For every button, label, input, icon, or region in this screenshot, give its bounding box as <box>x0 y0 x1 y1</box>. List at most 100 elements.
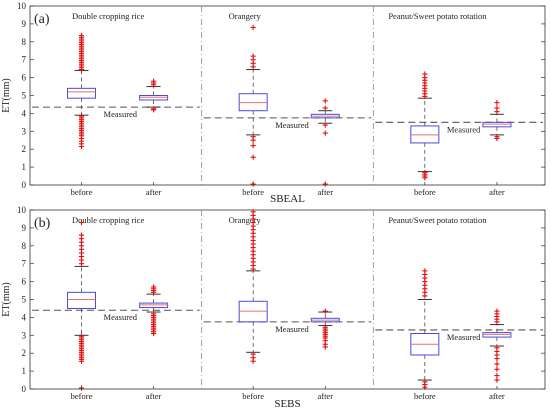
box-after <box>482 100 512 142</box>
plot-frame <box>29 209 546 390</box>
outlier-point <box>494 366 500 372</box>
y-tick-label: 7 <box>22 259 27 269</box>
y-axis-label: ET(mm) <box>1 78 12 112</box>
y-tick-label: 8 <box>22 37 27 47</box>
outlier-point <box>494 377 500 383</box>
outlier-point <box>78 219 85 226</box>
box-before <box>410 71 440 181</box>
box-after <box>310 98 340 187</box>
box-after <box>139 284 169 337</box>
box-after <box>482 308 512 383</box>
y-tick-label: 6 <box>22 73 27 83</box>
measured-label: Measured <box>104 109 138 119</box>
group-title: Peanut/Sweet potato rotation <box>388 215 487 225</box>
box-iqr <box>67 291 96 309</box>
y-tick-label: 4 <box>22 108 27 118</box>
box-before <box>238 209 268 364</box>
measured-label: Measured <box>447 332 481 342</box>
outlier-point <box>151 330 157 337</box>
measured-label: Measured <box>104 312 138 322</box>
outlier-point <box>78 143 85 150</box>
panel-label: (b) <box>34 216 51 231</box>
x-tick-label: before <box>414 187 436 197</box>
x-tick-label: before <box>414 391 436 401</box>
x-axis-label: SBEAL <box>270 193 305 205</box>
box-before <box>238 24 268 187</box>
outlier-point <box>151 107 157 113</box>
y-tick-label: 6 <box>22 277 27 287</box>
outlier-point <box>250 143 256 149</box>
outlier-point <box>494 308 500 314</box>
y-tick-label: 9 <box>22 223 27 233</box>
panel-label: (a) <box>34 12 50 27</box>
y-tick-label: 9 <box>22 19 27 29</box>
box-after <box>139 78 169 113</box>
y-tick-label: 0 <box>22 180 27 190</box>
group-title: Orangery <box>229 11 262 21</box>
chart-panel: 0 1 2 3 4 5 6 7 8 9 10 ET(mm) (a) SBEAL Double croppin… <box>1 1 546 205</box>
measured-label: Measured <box>447 124 481 134</box>
outlier-point <box>494 372 500 379</box>
group-title: Orangery <box>229 215 262 225</box>
outlier-point <box>322 105 328 111</box>
outlier-point <box>151 284 157 290</box>
y-tick-label: 3 <box>22 330 27 340</box>
outlier-point <box>250 209 256 215</box>
x-tick-label: after <box>489 187 505 197</box>
outlier-point <box>250 154 256 160</box>
y-tick-label: 1 <box>22 366 27 376</box>
outlier-point <box>422 71 428 77</box>
outlier-point <box>422 175 428 181</box>
box-before <box>410 268 440 390</box>
outlier-point <box>78 232 85 238</box>
outlier-point <box>78 32 85 39</box>
box-iqr <box>67 87 96 99</box>
x-tick-label: before <box>71 391 93 401</box>
outlier-point <box>494 105 500 111</box>
outlier-point <box>250 53 256 59</box>
box-before <box>67 32 96 150</box>
outlier-point <box>494 355 500 362</box>
x-tick-label: after <box>489 391 505 401</box>
y-tick-label: 0 <box>22 384 27 394</box>
y-tick-label: 10 <box>17 1 27 11</box>
outlier-point <box>494 135 500 142</box>
outlier-point <box>78 358 85 364</box>
y-tick-label: 8 <box>22 241 27 251</box>
outlier-point <box>494 361 500 367</box>
group-title: Double cropping rice <box>72 215 144 225</box>
outlier-point <box>250 137 256 143</box>
x-axis-label: SEBS <box>274 398 300 410</box>
x-tick-label: before <box>242 187 264 197</box>
x-tick-label: after <box>146 391 162 401</box>
group-title: Peanut/Sweet potato rotation <box>388 11 487 21</box>
x-tick-label: before <box>242 391 264 401</box>
measured-label: Measured <box>275 120 309 130</box>
y-tick-label: 3 <box>22 126 27 136</box>
outlier-point <box>322 98 328 104</box>
outlier-point <box>322 308 328 314</box>
x-tick-label: after <box>317 187 333 197</box>
box-before <box>67 219 96 391</box>
y-tick-label: 2 <box>22 348 27 358</box>
plot-frame <box>29 5 546 186</box>
outlier-point <box>151 78 157 84</box>
x-tick-label: before <box>71 187 93 197</box>
y-tick-label: 4 <box>22 312 27 322</box>
outlier-point <box>422 268 428 274</box>
y-tick-label: 7 <box>22 55 27 65</box>
outlier-point <box>322 344 328 350</box>
chart-panel: 0 1 2 3 4 5 6 7 8 9 10 ET(mm) (b) SEBS Double cropping… <box>1 205 546 410</box>
y-tick-label: 5 <box>22 91 27 101</box>
y-tick-label: 2 <box>22 144 27 154</box>
y-tick-label: 10 <box>17 205 27 215</box>
group-title: Double cropping rice <box>72 11 144 21</box>
outlier-point <box>494 100 500 106</box>
box-after <box>310 308 340 350</box>
x-tick-label: after <box>146 187 162 197</box>
y-tick-label: 1 <box>22 162 27 172</box>
y-tick-label: 5 <box>22 295 27 305</box>
outlier-point <box>322 130 328 136</box>
x-tick-label: after <box>317 391 333 401</box>
